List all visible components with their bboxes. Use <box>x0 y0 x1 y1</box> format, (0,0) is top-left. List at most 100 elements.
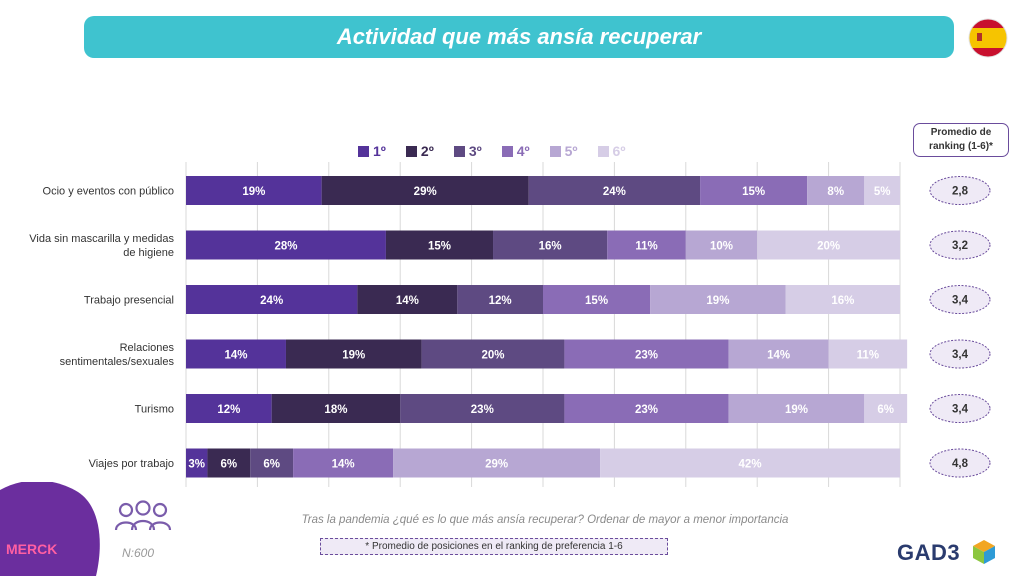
data-label: 42% <box>739 459 762 471</box>
category-label: Turismo <box>135 404 174 416</box>
average-badge <box>929 285 991 314</box>
legend-label: 4º <box>516 143 530 159</box>
bar-segment <box>807 176 865 205</box>
bar-segment <box>785 285 900 314</box>
data-label: 11% <box>635 241 657 253</box>
data-label: 19% <box>706 295 729 307</box>
bar-segment <box>385 230 494 260</box>
bar-segment <box>421 339 565 369</box>
bar-segment <box>607 230 686 260</box>
bar-segment <box>728 339 829 369</box>
category-label-line: sentimentales/sexuales <box>60 356 175 368</box>
spain-flag-icon <box>968 18 1008 58</box>
bar-segment <box>293 448 394 478</box>
legend-swatch <box>405 145 417 157</box>
bar-segment <box>728 394 865 423</box>
legend-label: 5º <box>564 143 578 159</box>
data-label: 10% <box>710 241 733 253</box>
bar-segment <box>493 230 608 260</box>
legend-swatch <box>549 145 561 157</box>
people-icon <box>114 500 172 531</box>
average-header-line2: ranking (1-6)* <box>929 141 993 152</box>
category-label: Ocio y eventos con público <box>43 186 174 198</box>
legend-label: 3º <box>468 143 482 159</box>
bar-segment <box>457 285 543 314</box>
average-value: 3,4 <box>952 404 969 416</box>
data-label: 5% <box>874 186 891 198</box>
bar-segment <box>321 176 529 205</box>
bar-segment <box>685 230 758 260</box>
data-label: 6% <box>221 459 238 471</box>
bar-segment <box>864 394 908 423</box>
bar-segment <box>271 394 401 423</box>
bar-segment <box>285 339 422 369</box>
average-badge <box>929 448 991 478</box>
average-value: 2,8 <box>952 186 969 198</box>
bar-segment <box>864 176 900 205</box>
data-label: 19% <box>785 404 808 416</box>
gad3-cube-icon <box>973 540 995 564</box>
data-label: 14% <box>396 295 419 307</box>
merck-logo: MERCK <box>0 482 100 576</box>
bar-segment <box>186 394 272 423</box>
category-label: Vida sin mascarilla y medidas de higiene <box>29 233 174 259</box>
legend-label: 1º <box>373 143 386 159</box>
data-label: 20% <box>817 241 840 253</box>
legend-item-3: 3º <box>453 143 482 159</box>
category-label-line: Ocio y eventos con público <box>43 186 174 198</box>
category-label-line: Vida sin mascarilla y medidas <box>29 233 174 245</box>
legend-item-6: 6º <box>597 143 625 159</box>
bar-segment <box>564 394 729 423</box>
data-label: 18% <box>324 404 347 416</box>
average-badge <box>929 339 991 369</box>
data-label: 23% <box>635 350 658 362</box>
category-label: Viajes por trabajo <box>89 458 174 470</box>
bar-segment <box>250 448 294 478</box>
legend-swatch <box>358 145 369 157</box>
data-label: 3% <box>188 459 205 471</box>
data-label: 29% <box>414 186 437 198</box>
legend-swatch <box>453 145 465 157</box>
bar-segment <box>700 176 808 205</box>
data-label: 12% <box>217 404 240 416</box>
average-value: 3,4 <box>952 349 969 361</box>
bar-segment <box>186 176 322 205</box>
data-label: 24% <box>603 186 626 198</box>
bar-segment <box>650 285 786 314</box>
data-label: 20% <box>482 350 505 362</box>
merck-logo-text: MERCK <box>6 541 57 557</box>
category-label-line: Trabajo presencial <box>84 295 174 307</box>
sample-size: N:600 <box>122 546 155 560</box>
data-label: 24% <box>260 295 283 307</box>
data-label: 29% <box>485 459 508 471</box>
legend-item-4: 4º <box>501 143 530 159</box>
bar-segment <box>186 339 286 369</box>
bar-segment <box>207 448 251 478</box>
data-label: 19% <box>342 350 365 362</box>
average-header-line1: Promedio de <box>930 127 992 138</box>
category-label: Trabajo presencial <box>84 295 174 307</box>
bar-segment <box>564 339 729 369</box>
legend-item-2: 2º <box>405 143 434 159</box>
category-label: Relaciones sentimentales/sexuales <box>60 342 175 368</box>
page-title: Actividad que más ansía recuperar <box>336 24 702 49</box>
legend-swatch <box>597 145 609 157</box>
data-label: 14% <box>332 459 355 471</box>
data-label: 15% <box>428 241 451 253</box>
data-label: 23% <box>635 404 658 416</box>
bar-segment <box>400 394 565 423</box>
average-badge <box>929 230 991 260</box>
data-label: 14% <box>224 350 247 362</box>
average-badge <box>929 176 991 205</box>
category-label-line: Viajes por trabajo <box>89 458 174 470</box>
data-label: 23% <box>471 404 494 416</box>
average-note: * Promedio de posiciones en el ranking d… <box>320 538 668 555</box>
bar-segment <box>186 230 386 260</box>
average-value: 4,8 <box>952 458 969 470</box>
average-value: 3,4 <box>952 295 969 307</box>
bar-segment <box>357 285 458 314</box>
bar-segment <box>393 448 601 478</box>
average-ranking-header: Promedio de ranking (1-6)* <box>913 123 1009 157</box>
bar-segment <box>600 448 900 478</box>
survey-question-footnote: Tras la pandemia ¿qué es lo que más ansí… <box>301 514 789 526</box>
